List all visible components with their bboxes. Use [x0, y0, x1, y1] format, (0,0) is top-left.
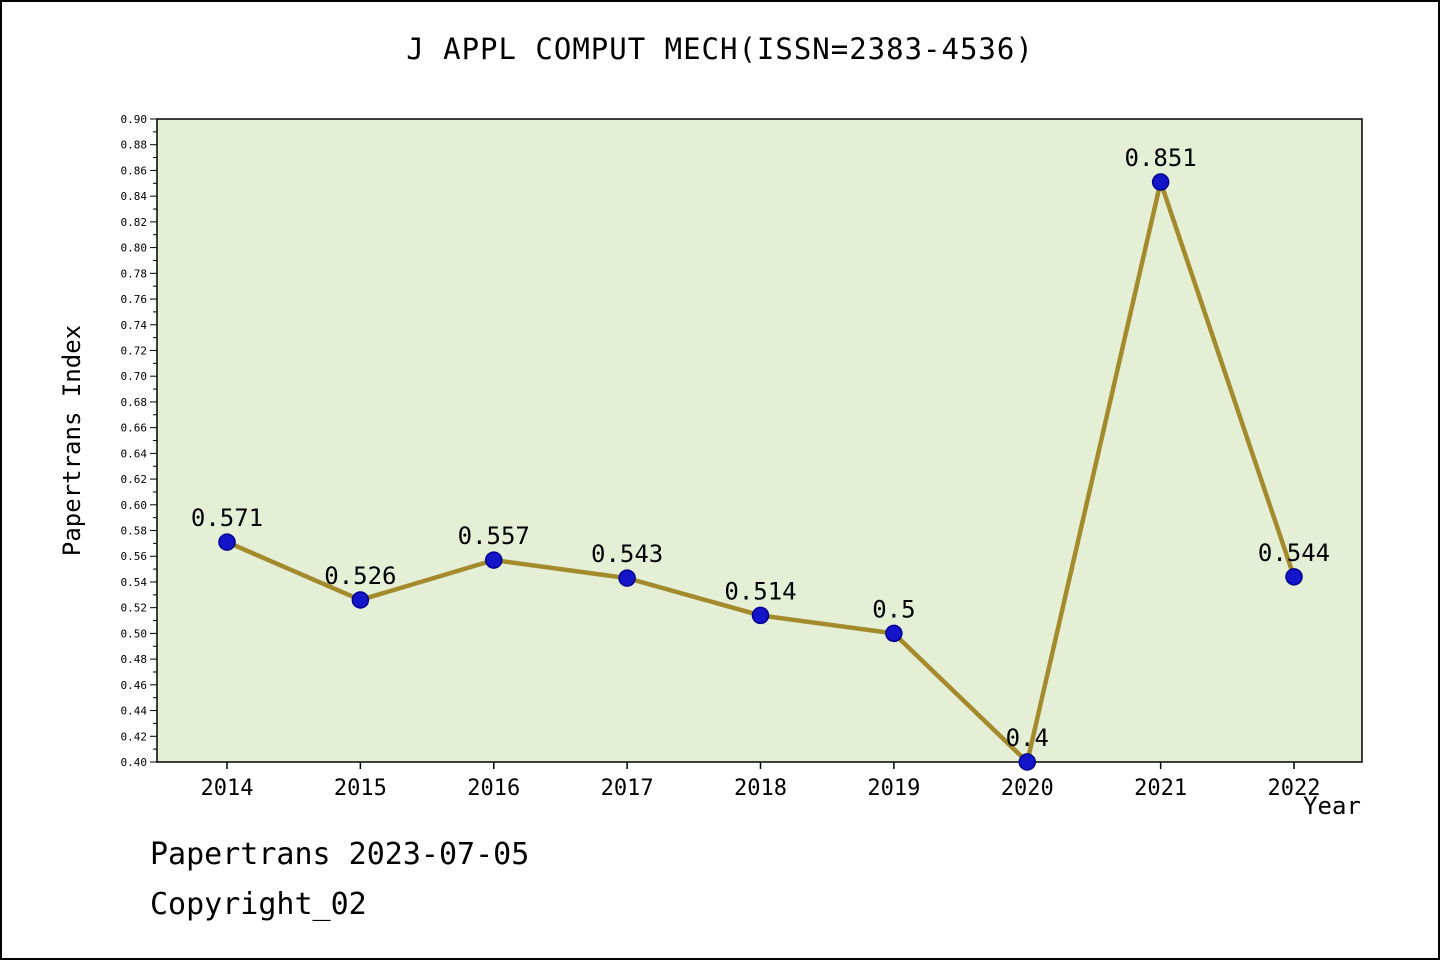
data-point — [1285, 568, 1303, 586]
x-tick-label: 2017 — [601, 776, 654, 801]
data-point — [1018, 753, 1036, 771]
point-value-label: 0.571 — [191, 504, 263, 532]
x-tick-label: 2016 — [467, 776, 520, 801]
point-value-label: 0.5 — [872, 595, 915, 623]
y-tick-label: 0.48 — [121, 653, 148, 666]
data-point — [618, 569, 636, 587]
point-value-label: 0.543 — [591, 540, 663, 568]
x-tick-label: 2020 — [1001, 776, 1054, 801]
y-tick-label: 0.74 — [121, 319, 148, 332]
y-axis-label: Papertrans Index — [58, 325, 86, 556]
y-tick-label: 0.56 — [121, 550, 148, 563]
y-tick-label: 0.70 — [121, 370, 148, 383]
plot-area — [156, 118, 1363, 763]
data-point — [885, 624, 903, 643]
y-tick-label: 0.80 — [121, 242, 148, 255]
point-value-label: 0.526 — [324, 562, 396, 590]
y-tick-label: 0.78 — [121, 267, 148, 280]
point-value-label: 0.4 — [1006, 724, 1049, 752]
y-tick-label: 0.44 — [121, 705, 148, 718]
y-tick-label: 0.40 — [121, 756, 148, 769]
y-tick-label: 0.46 — [121, 679, 148, 692]
y-tick-label: 0.64 — [121, 447, 148, 460]
x-tick-label: 2021 — [1134, 776, 1187, 801]
y-tick-label: 0.58 — [121, 525, 148, 538]
y-tick-label: 0.52 — [121, 602, 148, 615]
data-point — [485, 551, 503, 569]
x-tick-label: 2018 — [734, 776, 787, 801]
x-tick-label: 2022 — [1268, 776, 1321, 801]
data-point — [218, 533, 236, 551]
y-tick-label: 0.68 — [121, 396, 148, 409]
data-point — [351, 591, 370, 609]
y-tick-label: 0.90 — [121, 113, 148, 126]
x-axis-label: Year — [1303, 792, 1361, 820]
y-tick-label: 0.50 — [121, 627, 148, 640]
x-tick-label: 2015 — [334, 776, 387, 801]
footer-source-date: Papertrans 2023-07-05 — [150, 837, 530, 872]
point-value-label: 0.557 — [458, 522, 530, 550]
footer-copyright: Copyright_02 — [150, 887, 367, 922]
y-tick-label: 0.86 — [121, 164, 148, 177]
x-tick-label: 2014 — [201, 776, 254, 801]
x-tick-label: 2019 — [867, 776, 920, 801]
y-tick-label: 0.42 — [121, 730, 148, 743]
data-point — [751, 606, 770, 625]
y-tick-label: 0.82 — [121, 216, 148, 229]
point-value-label: 0.544 — [1258, 539, 1330, 567]
y-tick-label: 0.66 — [121, 422, 148, 435]
point-value-label: 0.514 — [724, 577, 796, 605]
y-tick-label: 0.88 — [121, 139, 148, 152]
y-tick-label: 0.84 — [121, 190, 148, 203]
y-tick-label: 0.76 — [121, 293, 148, 306]
data-point — [1151, 173, 1170, 191]
y-tick-label: 0.60 — [121, 499, 148, 512]
chart-title: J APPL COMPUT MECH(ISSN=2383-4536) — [406, 32, 1034, 66]
y-tick-label: 0.54 — [121, 576, 148, 589]
y-tick-label: 0.72 — [121, 344, 148, 357]
y-tick-label: 0.62 — [121, 473, 148, 486]
point-value-label: 0.851 — [1125, 144, 1197, 172]
